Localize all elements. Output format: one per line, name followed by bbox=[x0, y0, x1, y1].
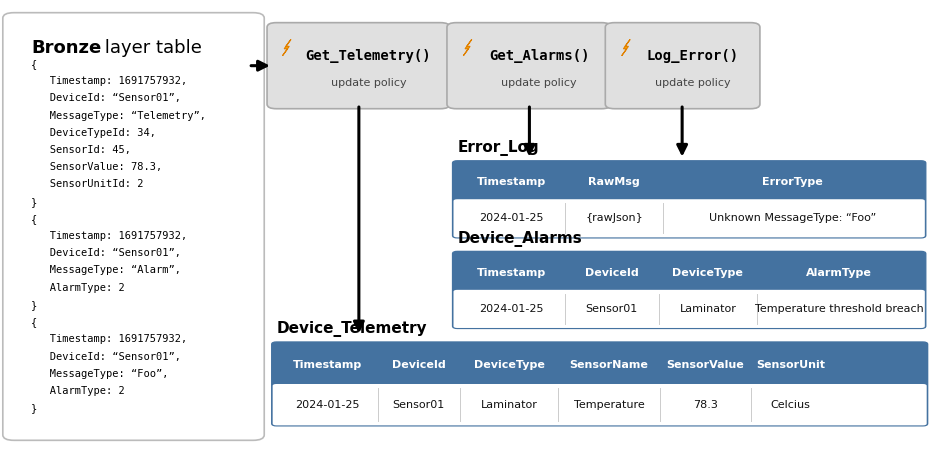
Text: Sensor01: Sensor01 bbox=[585, 304, 637, 314]
Text: Timestamp: Timestamp bbox=[292, 360, 361, 370]
Text: MessageType: “Telemetry”,: MessageType: “Telemetry”, bbox=[31, 111, 206, 120]
Text: 2024-01-25: 2024-01-25 bbox=[295, 400, 358, 410]
Text: DeviceType: DeviceType bbox=[474, 360, 544, 370]
Text: Get_Telemetry(): Get_Telemetry() bbox=[305, 49, 431, 63]
Text: DeviceId: “Sensor01”,: DeviceId: “Sensor01”, bbox=[31, 93, 181, 103]
Text: DeviceTypeId: 34,: DeviceTypeId: 34, bbox=[31, 128, 155, 138]
Text: Log_Error(): Log_Error() bbox=[646, 49, 738, 63]
Text: 78.3: 78.3 bbox=[693, 400, 717, 410]
Text: Temperature: Temperature bbox=[573, 400, 644, 410]
Text: DeviceId: “Sensor01”,: DeviceId: “Sensor01”, bbox=[31, 352, 181, 361]
FancyBboxPatch shape bbox=[3, 13, 264, 440]
Text: DeviceType: DeviceType bbox=[672, 268, 742, 278]
Text: DeviceId: “Sensor01”,: DeviceId: “Sensor01”, bbox=[31, 248, 181, 258]
Text: MessageType: “Alarm”,: MessageType: “Alarm”, bbox=[31, 265, 181, 275]
Text: AlarmType: AlarmType bbox=[805, 268, 871, 278]
Text: {: { bbox=[31, 317, 37, 327]
Text: SensorUnit: SensorUnit bbox=[755, 360, 824, 370]
Text: Celcius: Celcius bbox=[769, 400, 810, 410]
Text: 2024-01-25: 2024-01-25 bbox=[478, 213, 543, 223]
Text: update policy: update policy bbox=[654, 77, 730, 87]
Text: Unknown MessageType: “Foo”: Unknown MessageType: “Foo” bbox=[708, 213, 875, 223]
Text: {: { bbox=[31, 214, 37, 224]
Text: AlarmType: 2: AlarmType: 2 bbox=[31, 386, 124, 396]
FancyBboxPatch shape bbox=[453, 199, 924, 237]
Text: SensorValue: SensorValue bbox=[666, 360, 743, 370]
Text: Timestamp: 1691757932,: Timestamp: 1691757932, bbox=[31, 334, 187, 344]
Text: }: } bbox=[31, 300, 37, 310]
Text: SensorId: 45,: SensorId: 45, bbox=[31, 145, 131, 155]
Text: Error_Log: Error_Log bbox=[457, 140, 538, 156]
Text: Bronze: Bronze bbox=[31, 39, 101, 57]
Text: Timestamp: Timestamp bbox=[476, 268, 545, 278]
Text: Device_Alarms: Device_Alarms bbox=[457, 231, 581, 247]
Text: SensorName: SensorName bbox=[569, 360, 648, 370]
Text: SensorUnitId: 2: SensorUnitId: 2 bbox=[31, 179, 143, 189]
Text: Timestamp: Timestamp bbox=[476, 177, 545, 187]
Text: Temperature threshold breach: Temperature threshold breach bbox=[753, 304, 923, 314]
Text: AlarmType: 2: AlarmType: 2 bbox=[31, 283, 124, 293]
Text: }: } bbox=[31, 197, 37, 207]
Text: RawMsg: RawMsg bbox=[588, 177, 639, 187]
Text: }: } bbox=[31, 403, 37, 413]
Text: {: { bbox=[31, 59, 37, 69]
Text: Device_Telemetry: Device_Telemetry bbox=[276, 322, 427, 337]
Text: Sensor01: Sensor01 bbox=[392, 400, 445, 410]
Text: Get_Alarms(): Get_Alarms() bbox=[489, 49, 589, 63]
Text: layer table: layer table bbox=[99, 39, 202, 57]
Text: DeviceId: DeviceId bbox=[584, 268, 638, 278]
FancyBboxPatch shape bbox=[453, 290, 924, 328]
Text: Laminator: Laminator bbox=[679, 304, 736, 314]
Text: Timestamp: 1691757932,: Timestamp: 1691757932, bbox=[31, 76, 187, 86]
Text: SensorValue: 78.3,: SensorValue: 78.3, bbox=[31, 162, 162, 172]
FancyBboxPatch shape bbox=[452, 251, 925, 328]
Polygon shape bbox=[622, 39, 629, 56]
Text: {rawJson}: {rawJson} bbox=[585, 213, 642, 223]
FancyBboxPatch shape bbox=[446, 23, 610, 109]
Text: ErrorType: ErrorType bbox=[761, 177, 822, 187]
Text: update policy: update policy bbox=[330, 77, 406, 87]
Text: MessageType: “Foo”,: MessageType: “Foo”, bbox=[31, 369, 168, 379]
Polygon shape bbox=[462, 39, 471, 56]
FancyBboxPatch shape bbox=[605, 23, 759, 109]
Polygon shape bbox=[283, 39, 290, 56]
Text: DeviceId: DeviceId bbox=[391, 360, 446, 370]
Text: Laminator: Laminator bbox=[480, 400, 537, 410]
FancyBboxPatch shape bbox=[267, 23, 449, 109]
Text: 2024-01-25: 2024-01-25 bbox=[478, 304, 543, 314]
Text: Timestamp: 1691757932,: Timestamp: 1691757932, bbox=[31, 231, 187, 241]
FancyBboxPatch shape bbox=[452, 161, 925, 238]
FancyBboxPatch shape bbox=[272, 384, 926, 425]
Text: update policy: update policy bbox=[501, 77, 577, 87]
FancyBboxPatch shape bbox=[271, 342, 927, 426]
